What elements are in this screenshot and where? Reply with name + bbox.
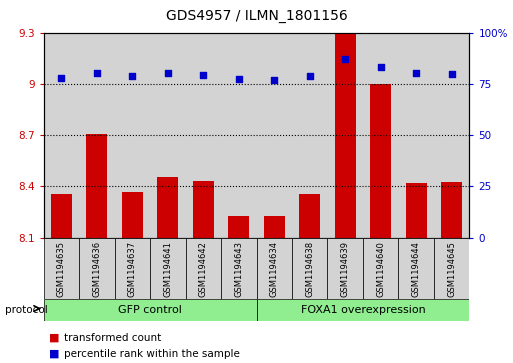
Text: GSM1194641: GSM1194641 [163,241,172,297]
Text: GSM1194639: GSM1194639 [341,241,350,297]
Bar [186,33,221,238]
Text: GDS4957 / ILMN_1801156: GDS4957 / ILMN_1801156 [166,9,347,23]
Bar [292,238,327,299]
Bar [150,238,186,299]
Point [447,71,456,77]
Text: ■: ■ [49,349,59,359]
Text: GSM1194640: GSM1194640 [376,241,385,297]
Bar [221,238,256,299]
Text: GSM1194636: GSM1194636 [92,241,102,297]
Bar [44,299,256,321]
Point [234,76,243,82]
Text: GSM1194645: GSM1194645 [447,241,456,297]
Bar [299,194,320,238]
Bar [399,33,434,238]
Text: GSM1194643: GSM1194643 [234,241,243,297]
Text: GSM1194637: GSM1194637 [128,241,137,297]
Bar [44,33,79,238]
Point [412,70,420,76]
Point [306,73,314,79]
Bar [79,33,114,238]
Point [377,64,385,69]
Text: GSM1194634: GSM1194634 [270,241,279,297]
Point [341,56,349,62]
Point [199,72,207,78]
Point [93,70,101,76]
Bar [434,238,469,299]
Text: GFP control: GFP control [118,305,182,315]
Bar [157,177,179,238]
Point [164,70,172,76]
Bar [86,134,107,238]
Point [128,73,136,79]
Bar [327,238,363,299]
Text: ■: ■ [49,333,59,343]
Bar [51,194,72,238]
Bar [186,238,221,299]
Bar [256,33,292,238]
Bar [150,33,186,238]
Bar [256,299,469,321]
Bar [292,33,327,238]
Bar [44,238,79,299]
Bar [228,216,249,238]
Bar [256,238,292,299]
Bar [434,33,469,238]
Text: FOXA1 overexpression: FOXA1 overexpression [301,305,425,315]
Text: transformed count: transformed count [64,333,162,343]
Bar [79,238,114,299]
Bar [192,180,214,238]
Text: GSM1194642: GSM1194642 [199,241,208,297]
Bar [114,238,150,299]
Text: GSM1194635: GSM1194635 [57,241,66,297]
Bar [264,216,285,238]
Text: GSM1194644: GSM1194644 [411,241,421,297]
Bar [399,238,434,299]
Bar [370,84,391,238]
Bar [334,33,356,238]
Point [270,77,279,83]
Bar [405,183,427,238]
Bar [327,33,363,238]
Bar [122,192,143,238]
Text: protocol: protocol [5,305,48,315]
Text: percentile rank within the sample: percentile rank within the sample [64,349,240,359]
Bar [441,182,462,238]
Bar [363,33,399,238]
Bar [363,238,399,299]
Text: GSM1194638: GSM1194638 [305,241,314,297]
Bar [221,33,256,238]
Point [57,75,66,81]
Bar [114,33,150,238]
